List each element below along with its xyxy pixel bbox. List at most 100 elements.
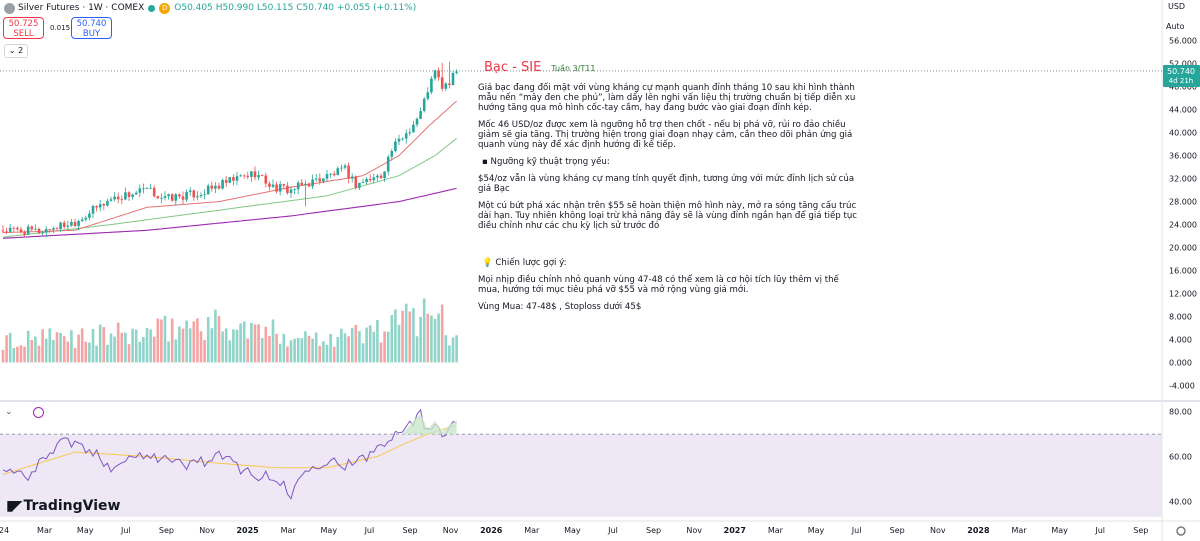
price-tick-label: 28.000 [1169, 198, 1197, 207]
candle-body [30, 226, 34, 230]
time-axis-label: Mar [524, 526, 540, 535]
volume-bar [210, 328, 214, 363]
volume-bar [163, 315, 167, 363]
time-axis-label: Jul [607, 526, 618, 535]
time-axis-label: Mar [1011, 526, 1027, 535]
rsi-indicator-icon[interactable] [33, 407, 44, 418]
volume-bar [26, 330, 30, 363]
candle-body [246, 175, 250, 177]
candle-body [84, 217, 88, 220]
ma-long-line [2, 187, 457, 239]
candle-body [192, 190, 196, 198]
volume-bar [19, 345, 23, 363]
price-tick-label: 4.000 [1169, 335, 1192, 344]
volume-bar [106, 344, 109, 363]
volume-bar [174, 339, 178, 363]
volume-bar [170, 318, 174, 363]
volume-bar [95, 345, 98, 363]
volume-bar [332, 346, 336, 363]
volume-bar [325, 344, 329, 363]
candle-body [361, 182, 365, 183]
last-price-badge [1163, 64, 1200, 87]
volume-bar [178, 326, 181, 363]
candle-body [80, 219, 84, 221]
time-axis-label: Sep [159, 526, 174, 535]
volume-bar [152, 336, 156, 363]
ohlc-readout: O50.405 H50.990 L50.115 C50.740 +0.055 (… [174, 3, 416, 13]
volume-bar [426, 313, 430, 363]
time-axis-label: Nov [199, 526, 215, 535]
candle-body [224, 179, 228, 183]
candle-body [214, 185, 217, 189]
sell-price: 50.725 [8, 19, 39, 29]
currency-selector[interactable]: USD [1168, 2, 1186, 11]
candle-body [228, 177, 232, 183]
volume-bar [343, 333, 347, 363]
candle-body [268, 183, 271, 187]
time-axis-label: Sep [890, 526, 905, 535]
volume-bar [354, 324, 358, 363]
candle-body [134, 192, 138, 195]
volume-bar [149, 329, 152, 363]
scale-mode-button[interactable]: Auto [1166, 22, 1185, 31]
candle-body [401, 138, 404, 140]
time-axis-label: Mar [768, 526, 784, 535]
candle-body [77, 220, 80, 227]
rsi-line [2, 408, 457, 500]
sell-button[interactable]: 50.725 SELL [3, 17, 44, 39]
close-value: C50.740 [296, 3, 335, 13]
volume-bar [329, 333, 332, 363]
silver-symbol-icon [4, 2, 15, 14]
volume-bar [368, 325, 372, 363]
countdown-label: 4d 21h [1169, 77, 1193, 85]
volume-bar [448, 345, 451, 363]
candle-body [397, 138, 401, 142]
symbol-title[interactable]: Silver Futures · 1W · COMEX [18, 3, 145, 13]
open-value: O50.405 [174, 3, 213, 13]
time-axis-label: Jul [364, 526, 375, 535]
annotation-paragraph-2: Mốc 46 USD/oz được xem là ngưỡng hỗ trợ … [478, 120, 853, 150]
candle-body [325, 174, 329, 179]
candle-body [232, 177, 235, 181]
candle-body [235, 176, 239, 181]
price-tick-label: 16.000 [1169, 267, 1197, 276]
candle-body [91, 206, 95, 214]
indicators-count: 2 [18, 46, 24, 55]
volume-bar [5, 335, 8, 363]
candle-body [340, 167, 343, 169]
volume-bar [347, 336, 350, 363]
annotation-week: Tuần 3/T11 [551, 64, 596, 73]
volume-bar [66, 341, 70, 363]
annotation-paragraph-5: Một cú bứt phá xác nhận trên $55 sẽ hoàn… [478, 201, 857, 231]
annotation-paragraph-7: Mọi nhịp điều chỉnh nhỏ quanh vùng 47-48… [478, 275, 839, 295]
volume-bar [127, 344, 131, 363]
candle-body [296, 182, 300, 190]
chart-header: Silver Futures · 1W · COMEX D O50.405 H5… [0, 0, 416, 16]
candle-body [372, 177, 376, 181]
volume-bar [217, 316, 221, 363]
candle-body [12, 227, 16, 229]
settings-gear-icon[interactable] [1176, 526, 1186, 536]
buy-price: 50.740 [76, 19, 107, 29]
volume-bar [455, 335, 458, 363]
indicators-toggle-button[interactable]: ⌄ 2 [4, 44, 28, 58]
candle-body [444, 83, 448, 89]
candle-body [26, 226, 30, 235]
annotation-paragraph-8: Vùng Mua: 47-48$ , Stoploss dưới 45$ [478, 302, 642, 312]
volume-bar [138, 341, 142, 363]
candle-body [379, 175, 383, 179]
rsi-collapse-icon[interactable]: ⌄ [5, 407, 13, 417]
candle-body [311, 179, 314, 187]
volume-bar [181, 328, 185, 363]
candle-body [253, 171, 257, 178]
candle-body [52, 228, 55, 230]
volume-bar [318, 345, 322, 363]
price-tick-label: 20.000 [1169, 244, 1197, 253]
volume-bar [98, 324, 102, 363]
candle-body [196, 196, 199, 198]
candle-body [5, 231, 8, 233]
candle-body [124, 192, 127, 200]
buy-button[interactable]: 50.740 BUY [71, 17, 112, 39]
candle-body [278, 184, 282, 192]
